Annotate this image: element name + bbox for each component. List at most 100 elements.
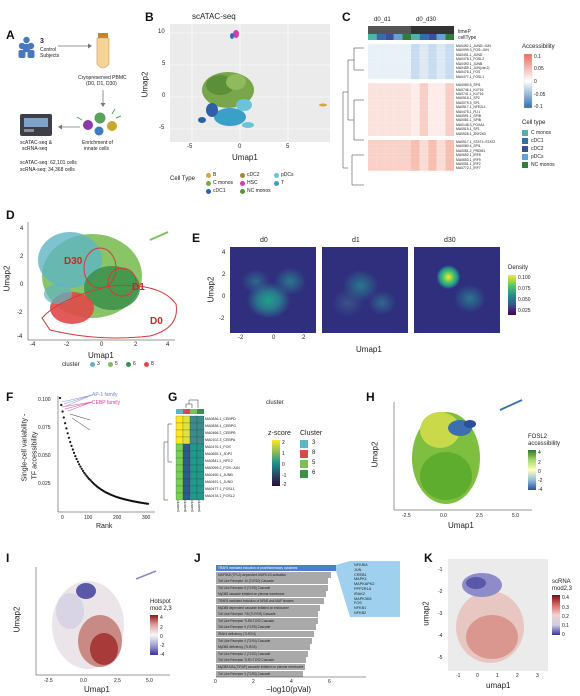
c-heatmap-cell	[385, 105, 394, 110]
f-point	[60, 403, 63, 407]
c-heatmap-cell	[428, 96, 437, 101]
c-heatmap-cell	[368, 105, 377, 110]
c-heatmap-cell	[436, 57, 446, 62]
e-facet-1: d1	[352, 237, 360, 244]
j-term-bar: Toll Like Receptor 3 (TLR3) Cascade	[216, 670, 303, 677]
j-term-bar: MyD88 dependent cascade initiated on end…	[216, 604, 320, 611]
k-ytick-0: -1	[438, 567, 443, 573]
g-heat-cell	[182, 492, 191, 501]
f-xtick-0: 0	[61, 515, 64, 521]
g-z-tick-4: -2	[282, 482, 287, 488]
c-heatmap-cell	[393, 105, 403, 110]
f-xtick-1: 100	[84, 515, 93, 521]
j-gene-label: MAPK1	[354, 577, 367, 582]
g-col-label: cluster6	[197, 500, 201, 512]
c-heatmap-cell	[428, 74, 437, 80]
c-heatmap-cell	[393, 44, 403, 49]
e-density-d0	[230, 247, 316, 333]
j-gene-label: CREB1	[354, 572, 367, 577]
e-ytick-2: 0	[222, 294, 226, 300]
c-heatmap-cell	[393, 122, 403, 128]
c-heatmap-cell	[419, 118, 429, 123]
f-point	[71, 448, 74, 451]
d-ytick-2: 0	[20, 282, 24, 288]
c-heatmap-cell	[393, 57, 403, 62]
c-celltype-legend: C monos cDC1 cDC2 pDCs NC monos	[522, 130, 578, 180]
h-xtick-3: 5.0	[512, 513, 519, 519]
c-heatmap-cell	[402, 48, 411, 53]
c-heatmap-cell	[402, 148, 411, 154]
c-heatmap-cell	[393, 74, 403, 80]
c-heatmap-cell	[436, 70, 446, 75]
j-gene-label: FOS	[354, 601, 362, 606]
i-xtick-0: -2.5	[44, 678, 53, 684]
d-legend-label: 6	[133, 361, 136, 367]
b-legend-swatch	[274, 181, 279, 186]
j-gene-label: NFKB1	[354, 606, 367, 611]
c-heatmap-cell	[428, 148, 437, 154]
b-ytick-1: 5	[162, 61, 166, 67]
g-cluster-annot-cell	[197, 409, 204, 414]
c-heatmap-cell	[376, 131, 386, 136]
c-heatmap-cell	[368, 57, 377, 62]
c-heatmap-cell	[376, 157, 386, 162]
panel-label-f: F	[6, 390, 14, 404]
k-xtick-0: -1	[456, 673, 461, 679]
d-cluster-umap	[27, 222, 177, 341]
e-density-d1	[322, 247, 408, 333]
c-heatmap-cell	[402, 52, 411, 58]
g-heat-cell	[189, 443, 198, 452]
panel-k: K scRNA mod2,3 0.4 0.3 0.2 0.1 0 -1 -2 -…	[420, 545, 580, 695]
b-legend-swatch	[206, 189, 211, 194]
panel-label-d: D	[6, 208, 15, 222]
c-celltype-annot-cell	[445, 34, 454, 40]
c-heatmap-cell	[445, 153, 454, 158]
h-legend-title-1: FOSL2	[528, 434, 548, 440]
c-heatmap-cell	[393, 162, 403, 167]
c-heatmap-cell	[385, 144, 394, 149]
c-heatmap-cell	[436, 109, 446, 114]
c-heatmap-cell	[428, 52, 437, 58]
d-legend-title: cluster	[62, 362, 80, 368]
j-gene-label: MAPK3K8	[354, 596, 372, 601]
g-heat-cell	[182, 457, 191, 466]
f-point	[84, 473, 87, 476]
c-heatmap-cell	[445, 122, 454, 128]
c-heatmap-cell	[385, 114, 394, 119]
g-heat-cell	[175, 443, 184, 452]
d-region-d30: D30	[64, 256, 83, 267]
c-heatmap-cell	[368, 166, 377, 171]
j-term-bar: Toll Like Receptor 4 (TLR4) Cascade	[216, 637, 313, 644]
c-heatmap-cell	[368, 100, 377, 106]
c-heatmap-cell	[428, 166, 437, 171]
sequencer-icon	[20, 114, 52, 136]
j-term-bar: MyD88:MAL(TIRAP) cascade initiated on pl…	[216, 664, 305, 670]
c-heatmap-cell	[385, 96, 394, 101]
d-ytick-1: 2	[20, 254, 24, 260]
c-heatmap-cell	[411, 96, 420, 101]
g-heat-cell	[182, 443, 191, 452]
c-heatmap-cell	[376, 66, 386, 71]
c-heatmap-cell	[445, 87, 454, 92]
c-motif-label: MA0517.1_STAT1::STAT2	[456, 140, 496, 144]
c-heatmap-cell	[436, 44, 446, 49]
k-xtick-2: 1	[496, 673, 499, 679]
f-xtick-3: 300	[142, 515, 151, 521]
j-xlabel: −log10(pVal)	[266, 685, 311, 694]
c-heatmap-cell	[368, 131, 377, 136]
c-heatmap-cell	[376, 61, 386, 66]
h-legend-title-2: accessibility	[528, 441, 561, 447]
e-leg-tick-1: 0.075	[518, 286, 531, 292]
c-heatmap-cell	[419, 162, 429, 167]
c-heatmap-cell	[368, 162, 377, 167]
g-z-tick-3: -1	[282, 473, 287, 479]
g-heat-cell	[196, 457, 205, 466]
g-heat-cell	[189, 450, 198, 459]
g-heat-cell	[175, 464, 184, 473]
c-heatmap-cell	[376, 114, 386, 119]
b-legend-swatch	[206, 173, 211, 178]
f-point	[79, 465, 82, 468]
k-ytick-4: -5	[438, 655, 443, 661]
f-point	[67, 436, 70, 439]
e-leg-tick-2: 0.050	[518, 297, 531, 303]
